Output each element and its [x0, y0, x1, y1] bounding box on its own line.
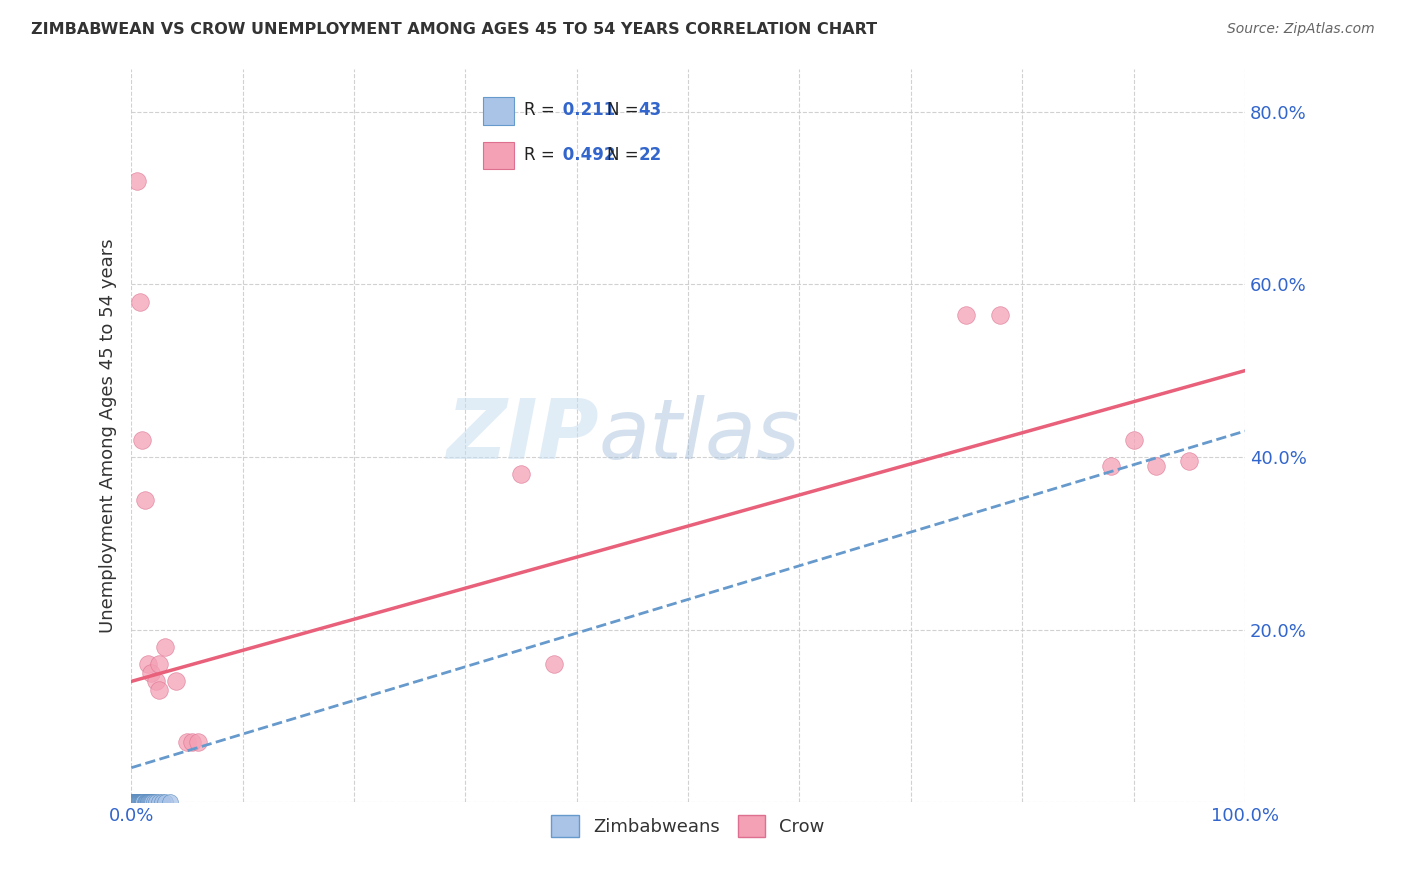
Point — [131, 795, 153, 809]
Point — [510, 467, 533, 482]
Point — [141, 665, 163, 680]
Point — [129, 795, 152, 809]
Point — [153, 795, 176, 809]
Point — [148, 657, 170, 672]
Point — [1144, 458, 1167, 473]
Point — [132, 795, 155, 809]
Point — [128, 795, 150, 809]
Point — [142, 795, 165, 809]
Point — [153, 640, 176, 654]
Point — [120, 795, 142, 809]
Point — [129, 795, 152, 809]
Point — [136, 795, 159, 809]
Point — [1178, 454, 1201, 468]
Point — [132, 795, 155, 809]
Point — [181, 735, 204, 749]
Point — [125, 795, 148, 809]
Point — [135, 795, 157, 809]
Point — [128, 795, 150, 809]
Point — [125, 795, 148, 809]
Point — [127, 795, 149, 809]
Point — [141, 795, 163, 809]
Point — [988, 308, 1011, 322]
Y-axis label: Unemployment Among Ages 45 to 54 years: Unemployment Among Ages 45 to 54 years — [100, 238, 117, 632]
Point — [131, 795, 153, 809]
Point — [141, 795, 163, 809]
Point — [125, 795, 148, 809]
Text: atlas: atlas — [599, 395, 800, 476]
Point — [129, 294, 152, 309]
Point — [138, 795, 160, 809]
Point — [125, 174, 148, 188]
Point — [120, 795, 142, 809]
Point — [134, 795, 156, 809]
Point — [136, 657, 159, 672]
Point — [165, 674, 187, 689]
Point — [128, 795, 150, 809]
Point — [136, 795, 159, 809]
Point — [145, 795, 167, 809]
Text: Source: ZipAtlas.com: Source: ZipAtlas.com — [1227, 22, 1375, 37]
Point — [152, 795, 174, 809]
Point — [148, 795, 170, 809]
Point — [125, 795, 148, 809]
Point — [129, 795, 152, 809]
Point — [124, 795, 146, 809]
Point — [134, 493, 156, 508]
Point — [1099, 458, 1122, 473]
Point — [129, 795, 152, 809]
Text: ZIMBABWEAN VS CROW UNEMPLOYMENT AMONG AGES 45 TO 54 YEARS CORRELATION CHART: ZIMBABWEAN VS CROW UNEMPLOYMENT AMONG AG… — [31, 22, 877, 37]
Point — [120, 795, 142, 809]
Point — [125, 795, 148, 809]
Point — [148, 683, 170, 698]
Point — [131, 433, 153, 447]
Point — [543, 657, 565, 672]
Point — [131, 795, 153, 809]
Point — [139, 795, 162, 809]
Point — [135, 795, 157, 809]
Point — [125, 795, 148, 809]
Point — [1122, 433, 1144, 447]
Point — [127, 795, 149, 809]
Point — [187, 735, 209, 749]
Legend: Zimbabweans, Crow: Zimbabweans, Crow — [544, 808, 832, 845]
Point — [145, 674, 167, 689]
Point — [122, 795, 145, 809]
Point — [176, 735, 198, 749]
Point — [124, 795, 146, 809]
Point — [159, 795, 181, 809]
Point — [135, 795, 157, 809]
Point — [122, 795, 145, 809]
Text: ZIP: ZIP — [446, 395, 599, 476]
Point — [955, 308, 977, 322]
